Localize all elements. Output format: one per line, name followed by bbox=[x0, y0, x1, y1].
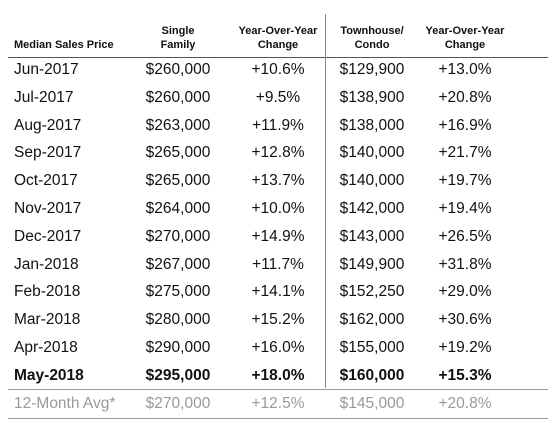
single-family-price: $275,000 bbox=[145, 283, 211, 301]
townhouse-price: $140,000 bbox=[339, 144, 405, 162]
single-family-change: +11.9% bbox=[252, 116, 304, 134]
single-family-change: +12.8% bbox=[251, 144, 305, 162]
month: Jul-2017 bbox=[14, 88, 74, 106]
single-family-change: +16.0% bbox=[251, 339, 305, 356]
month: Apr-2018 bbox=[14, 339, 78, 356]
average-month: 12-Month Avg* bbox=[14, 395, 116, 412]
townhouse-price: $152,250 bbox=[339, 283, 405, 301]
average-townhouse-price: $145,000 bbox=[339, 395, 405, 412]
single-family-change: +18.0% bbox=[251, 366, 305, 384]
single-family-change: +11.7% bbox=[252, 255, 304, 273]
townhouse-price: $155,000 bbox=[339, 339, 405, 356]
townhouse-price: $143,000 bbox=[339, 227, 405, 245]
townhouse-price: $138,900 bbox=[339, 88, 405, 106]
townhouse-change: +21.7% bbox=[438, 144, 492, 162]
month: Nov-2017 bbox=[14, 200, 82, 217]
townhouse-price: $142,000 bbox=[339, 200, 405, 217]
average-single-family-change: +12.5% bbox=[251, 395, 305, 412]
single-family-price: $265,000 bbox=[145, 172, 211, 190]
townhouse-price: $162,000 bbox=[339, 311, 405, 329]
single-family-change: +13.7% bbox=[251, 172, 305, 190]
average-rule bbox=[8, 389, 548, 390]
month: Jun-2017 bbox=[14, 61, 79, 78]
column-header: Townhouse/ bbox=[340, 25, 404, 37]
single-family-change: +9.5% bbox=[255, 88, 301, 106]
single-family-price: $290,000 bbox=[145, 339, 211, 356]
single-family-change: +10.6% bbox=[251, 61, 305, 78]
single-family-price: $260,000 bbox=[145, 88, 211, 106]
average-townhouse-change: +20.8% bbox=[438, 395, 492, 412]
townhouse-change: +20.8% bbox=[438, 88, 492, 106]
average-single-family-price: $270,000 bbox=[145, 395, 211, 412]
column-header: Change bbox=[444, 39, 486, 51]
column-header: Family bbox=[160, 39, 196, 51]
single-family-change: +10.0% bbox=[251, 200, 305, 217]
month: May-2018 bbox=[14, 366, 84, 384]
month: Sep-2017 bbox=[14, 144, 82, 162]
month: Dec-2017 bbox=[14, 227, 82, 245]
single-family-price: $280,000 bbox=[145, 311, 211, 329]
single-family-price: $265,000 bbox=[145, 144, 211, 162]
month: Feb-2018 bbox=[14, 283, 81, 301]
single-family-price: $295,000 bbox=[145, 366, 211, 384]
townhouse-price: $138,000 bbox=[339, 116, 405, 134]
townhouse-price: $160,000 bbox=[339, 366, 405, 384]
townhouse-change: +15.3% bbox=[438, 366, 492, 384]
column-header: Year-Over-Year bbox=[425, 25, 505, 37]
column-header: Median Sales Price bbox=[14, 39, 114, 51]
townhouse-change: +13.0% bbox=[438, 61, 492, 78]
single-family-price: $263,000 bbox=[145, 116, 211, 134]
header-rule bbox=[8, 57, 548, 58]
single-family-change: +14.9% bbox=[251, 227, 305, 245]
column-header: Condo bbox=[354, 39, 390, 51]
column-header: Change bbox=[257, 39, 299, 51]
bottom-rule bbox=[8, 418, 548, 419]
single-family-change: +15.2% bbox=[251, 311, 305, 329]
townhouse-change: +19.7% bbox=[438, 172, 492, 190]
townhouse-change: +19.4% bbox=[438, 200, 492, 217]
single-family-price: $270,000 bbox=[145, 227, 211, 245]
month: Aug-2017 bbox=[14, 116, 82, 134]
townhouse-change: +19.2% bbox=[438, 339, 492, 356]
townhouse-change: +30.6% bbox=[438, 311, 492, 329]
townhouse-price: $149,900 bbox=[339, 255, 405, 273]
month: Oct-2017 bbox=[14, 172, 78, 190]
single-family-change: +14.1% bbox=[251, 283, 305, 301]
month: Mar-2018 bbox=[14, 311, 81, 329]
townhouse-change: +29.0% bbox=[438, 283, 492, 301]
single-family-price: $267,000 bbox=[145, 255, 211, 273]
column-header: Single bbox=[161, 25, 195, 37]
column-header: Year-Over-Year bbox=[238, 25, 318, 37]
townhouse-change: +16.9% bbox=[438, 116, 492, 134]
townhouse-change: +31.8% bbox=[438, 255, 492, 273]
townhouse-change: +26.5% bbox=[438, 227, 492, 245]
column-divider bbox=[325, 14, 326, 388]
single-family-price: $264,000 bbox=[145, 200, 211, 217]
townhouse-price: $129,900 bbox=[339, 61, 405, 78]
townhouse-price: $140,000 bbox=[339, 172, 405, 190]
single-family-price: $260,000 bbox=[145, 61, 211, 78]
month: Jan-2018 bbox=[14, 255, 79, 273]
